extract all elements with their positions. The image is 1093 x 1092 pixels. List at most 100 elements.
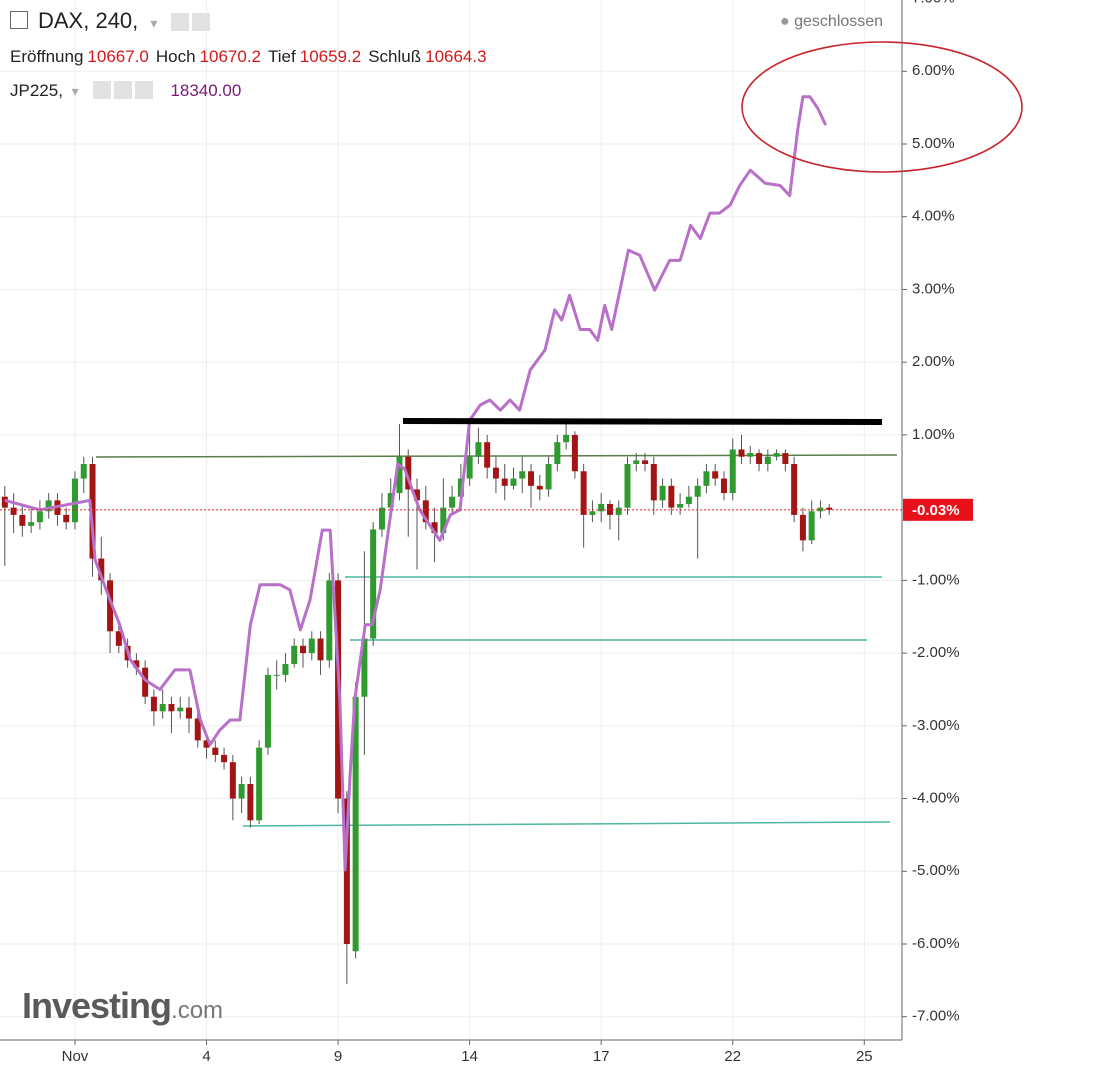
candle-body <box>668 485 675 508</box>
icon[interactable] <box>113 81 132 99</box>
y-tick-label: -4.00% <box>912 790 960 807</box>
ohlc-value: 10670.2 <box>199 47 262 66</box>
candle-body <box>10 507 17 515</box>
y-tick-label: -1.00% <box>912 571 960 588</box>
x-tick-label: 9 <box>334 1048 342 1065</box>
overlay-row: JP225, ▾ 18340.00 <box>10 81 241 101</box>
candle-body <box>89 464 96 559</box>
y-tick-label: 7.00% <box>912 0 955 7</box>
candle-body <box>185 707 192 719</box>
candle-body <box>19 514 26 526</box>
candle-body <box>63 514 70 523</box>
icon[interactable] <box>134 81 153 99</box>
candle-body <box>528 471 535 486</box>
candle-body <box>615 507 622 515</box>
candle-body <box>107 580 114 632</box>
candle-body <box>492 467 499 479</box>
candle-body <box>712 471 719 479</box>
y-tick-label: -6.00% <box>912 935 960 952</box>
candle-body <box>159 704 166 712</box>
candle-body <box>247 784 254 821</box>
candle-body <box>300 645 307 654</box>
x-tick-label: 25 <box>856 1048 873 1065</box>
ohlc-row: Eröffnung 10667.0 Hoch 10670.2 Tief 10659.2 Sc… <box>10 47 494 67</box>
overlay-name: JP225, <box>10 81 63 100</box>
candle-body <box>291 645 298 664</box>
candle-body <box>98 558 105 581</box>
last-value-label: -0.03% <box>912 502 960 519</box>
candle-body <box>826 507 833 510</box>
candle-body <box>799 514 806 541</box>
candle-body <box>475 442 482 457</box>
candle-body <box>256 747 263 821</box>
candle-body <box>212 747 219 755</box>
collapse-icon[interactable] <box>10 11 28 29</box>
x-tick-label: 17 <box>593 1048 610 1065</box>
candle-body <box>677 504 684 508</box>
candle-body <box>194 718 201 741</box>
candle-body <box>720 478 727 494</box>
candle-body <box>685 496 692 504</box>
x-tick-label: 22 <box>724 1048 741 1065</box>
candle-body <box>466 456 473 479</box>
candle-body <box>633 460 640 464</box>
icon[interactable] <box>171 13 190 31</box>
marks <box>0 95 902 984</box>
candle-body <box>484 442 491 468</box>
candle-body <box>168 704 175 712</box>
title-row: DAX, 240, ▾ <box>10 8 213 34</box>
candle-body <box>729 449 736 494</box>
icon[interactable] <box>192 13 211 31</box>
candle-body <box>150 696 157 712</box>
candle-body <box>282 664 289 675</box>
candle-body <box>273 674 280 676</box>
candle-body <box>405 456 412 490</box>
dropdown-icon[interactable]: ▾ <box>71 83 79 99</box>
candle-body <box>133 660 140 668</box>
y-tick-label: -5.00% <box>912 862 960 879</box>
y-tick-label: -7.00% <box>912 1008 960 1025</box>
y-tick-label: 2.00% <box>912 353 955 370</box>
overlay-price: 18340.00 <box>170 81 242 100</box>
candle-body <box>264 674 271 748</box>
last-value-box <box>903 498 973 521</box>
icon[interactable] <box>92 81 111 99</box>
candle-body <box>554 442 561 464</box>
candle-body <box>352 696 359 952</box>
candle-body <box>519 471 526 479</box>
axes: 7.00% 6.00% 5.00% 4.00% 3.00% 2.00% 1.00% -1.00… <box>0 0 973 1065</box>
chart-title: DAX, 240, <box>38 8 139 33</box>
candle-body <box>317 638 324 661</box>
ohlc-label: Eröffnung <box>10 47 84 66</box>
candle-body <box>326 580 333 661</box>
candle-body <box>45 500 52 512</box>
status: ● geschlossen <box>780 13 884 30</box>
candle-body <box>80 464 87 479</box>
status-text: geschlossen <box>794 13 884 30</box>
brand-logo: Investing.com <box>22 985 223 1027</box>
candle-body <box>1 496 8 508</box>
candle-body <box>598 504 605 512</box>
candle-body <box>703 471 710 486</box>
candle-body <box>782 453 789 464</box>
candle-body <box>791 464 798 515</box>
x-tick-label: Nov <box>62 1048 89 1065</box>
candle-body <box>545 464 552 490</box>
candle-body <box>501 478 508 486</box>
candle-body <box>238 784 245 799</box>
dropdown-icon[interactable]: ▾ <box>150 15 158 31</box>
candle-body <box>36 511 43 523</box>
y-tick-label: -3.00% <box>912 717 960 734</box>
ohlc-label: Hoch <box>155 47 196 66</box>
x-tick-label: 4 <box>202 1048 210 1065</box>
candle-body <box>203 740 210 748</box>
y-tick-label: 3.00% <box>912 280 955 297</box>
y-tick-label: -2.00% <box>912 644 960 661</box>
candle-body <box>28 522 35 526</box>
ohlc-label: Schluß <box>368 47 422 66</box>
candle-body <box>756 453 763 464</box>
candle-body <box>659 485 666 501</box>
candle-body <box>431 522 438 534</box>
